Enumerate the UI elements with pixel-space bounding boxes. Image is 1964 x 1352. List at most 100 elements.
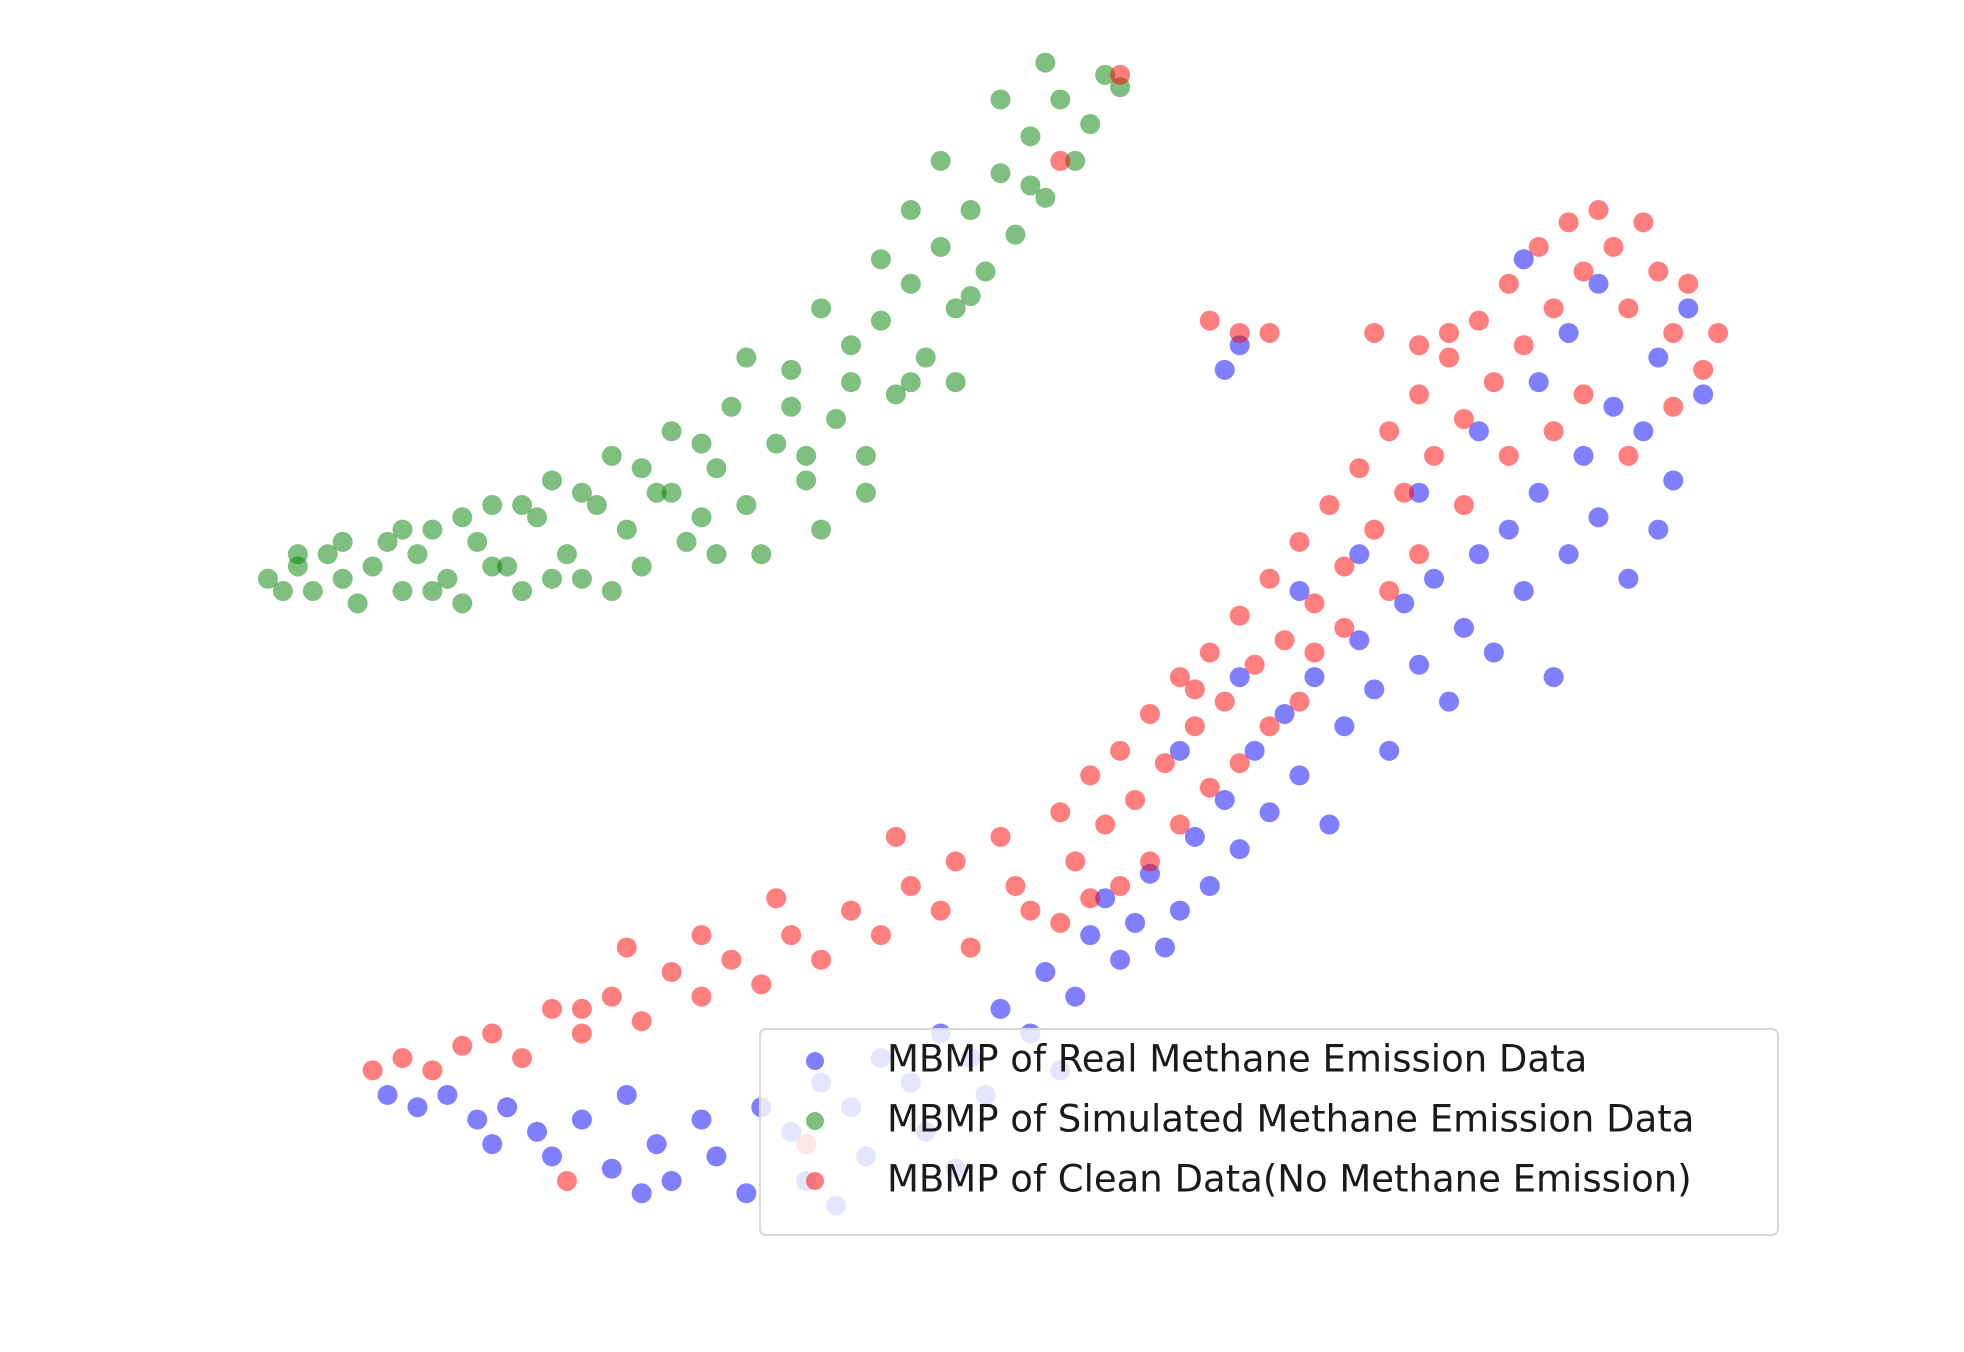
scatter-point <box>347 593 368 614</box>
scatter-point <box>1244 740 1265 761</box>
scatter-point <box>841 900 861 921</box>
legend-marker <box>806 1112 824 1130</box>
scatter-point <box>1678 273 1699 294</box>
scatter-point <box>1080 765 1101 786</box>
scatter-point <box>855 482 876 503</box>
scatter-point <box>1708 322 1729 343</box>
scatter-point <box>1513 335 1534 356</box>
scatter-point <box>1095 64 1116 85</box>
scatter-point <box>1663 470 1684 491</box>
scatter-point <box>1394 482 1415 503</box>
scatter-point <box>1050 150 1071 171</box>
scatter-point <box>1184 679 1205 700</box>
scatter-point <box>900 200 921 221</box>
scatter-point <box>317 544 338 565</box>
scatter-point <box>1184 826 1205 847</box>
scatter-point <box>885 384 906 405</box>
scatter-point <box>960 937 981 958</box>
scatter-point <box>601 986 622 1007</box>
scatter-point <box>975 261 996 282</box>
scatter-point <box>1603 396 1624 417</box>
scatter-point <box>1080 888 1101 909</box>
scatter-point <box>542 998 562 1019</box>
scatter-point <box>1334 716 1355 737</box>
scatter-point <box>990 998 1011 1019</box>
scatter-point <box>1140 851 1160 872</box>
scatter-point <box>1020 175 1041 196</box>
scatter-point <box>482 495 503 516</box>
scatter-point <box>706 544 727 565</box>
scatter-point <box>751 974 772 995</box>
scatter-point <box>1095 888 1116 909</box>
scatter-point <box>1304 593 1325 614</box>
scatter-point <box>601 445 622 466</box>
scatter-point <box>1453 617 1474 638</box>
scatter-point <box>467 531 488 552</box>
scatter-point <box>736 347 757 368</box>
scatter-point <box>1259 802 1280 823</box>
scatter-point <box>1214 359 1235 380</box>
scatter-point <box>571 1023 592 1044</box>
scatter-point <box>1663 322 1684 343</box>
scatter-point <box>1229 839 1250 860</box>
scatter-point <box>990 89 1011 110</box>
scatter-point <box>631 1011 652 1032</box>
scatter-point <box>272 581 293 602</box>
scatter-point <box>676 531 697 552</box>
scatter-point <box>781 359 802 380</box>
scatter-point <box>377 531 398 552</box>
scatter-point <box>870 925 891 946</box>
scatter-point <box>1409 335 1430 356</box>
scatter-point <box>1199 310 1220 331</box>
scatter-point <box>362 1060 383 1081</box>
scatter-point <box>990 163 1011 184</box>
scatter-point <box>601 1158 622 1179</box>
scatter-point <box>1349 630 1370 651</box>
scatter-point <box>1140 703 1160 724</box>
scatter-point <box>1244 654 1265 675</box>
scatter-point <box>571 482 592 503</box>
scatter-point <box>1229 322 1250 343</box>
scatter-point <box>1513 581 1534 602</box>
scatter-point <box>1289 765 1310 786</box>
scatter-point <box>1334 556 1355 577</box>
scatter-point <box>1319 814 1340 835</box>
scatter-point <box>512 1048 533 1069</box>
scatter-point <box>1409 482 1430 503</box>
scatter-point <box>1364 679 1385 700</box>
scatter-point <box>1125 912 1146 933</box>
scatter-point <box>766 433 787 454</box>
scatter-point <box>452 593 473 614</box>
scatter-point <box>422 519 443 540</box>
scatter-point <box>945 372 966 393</box>
scatter-point <box>392 581 413 602</box>
scatter-point <box>571 1109 592 1130</box>
scatter-point <box>1439 691 1459 712</box>
scatter-point <box>362 556 383 577</box>
scatter-point <box>1543 421 1564 442</box>
scatter-point <box>1693 359 1714 380</box>
scatter-point <box>1214 691 1235 712</box>
scatter-point <box>1543 667 1564 688</box>
scatter-point <box>422 581 443 602</box>
scatter-point <box>332 568 353 589</box>
scatter-point <box>1334 617 1355 638</box>
scatter-point <box>721 396 742 417</box>
scatter-point <box>1154 753 1175 774</box>
scatter-point <box>571 998 592 1019</box>
scatter-point <box>512 581 533 602</box>
scatter-point <box>1618 298 1639 319</box>
scatter-point <box>1588 507 1609 528</box>
scatter-point <box>1468 310 1489 331</box>
scatter-point <box>691 925 712 946</box>
scatter-point <box>556 544 577 565</box>
legend-label: MBMP of Simulated Methane Emission Data <box>887 1098 1694 1141</box>
scatter-point <box>1274 630 1295 651</box>
scatter-point <box>1050 802 1071 823</box>
legend-marker <box>806 1172 824 1190</box>
scatter-point <box>1648 519 1669 540</box>
scatter-point <box>616 1084 637 1105</box>
scatter-point <box>1065 851 1086 872</box>
